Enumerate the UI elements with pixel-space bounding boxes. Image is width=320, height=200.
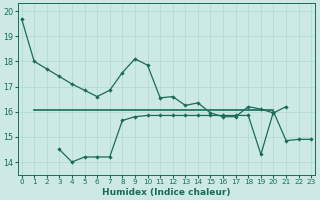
X-axis label: Humidex (Indice chaleur): Humidex (Indice chaleur) (102, 188, 231, 197)
